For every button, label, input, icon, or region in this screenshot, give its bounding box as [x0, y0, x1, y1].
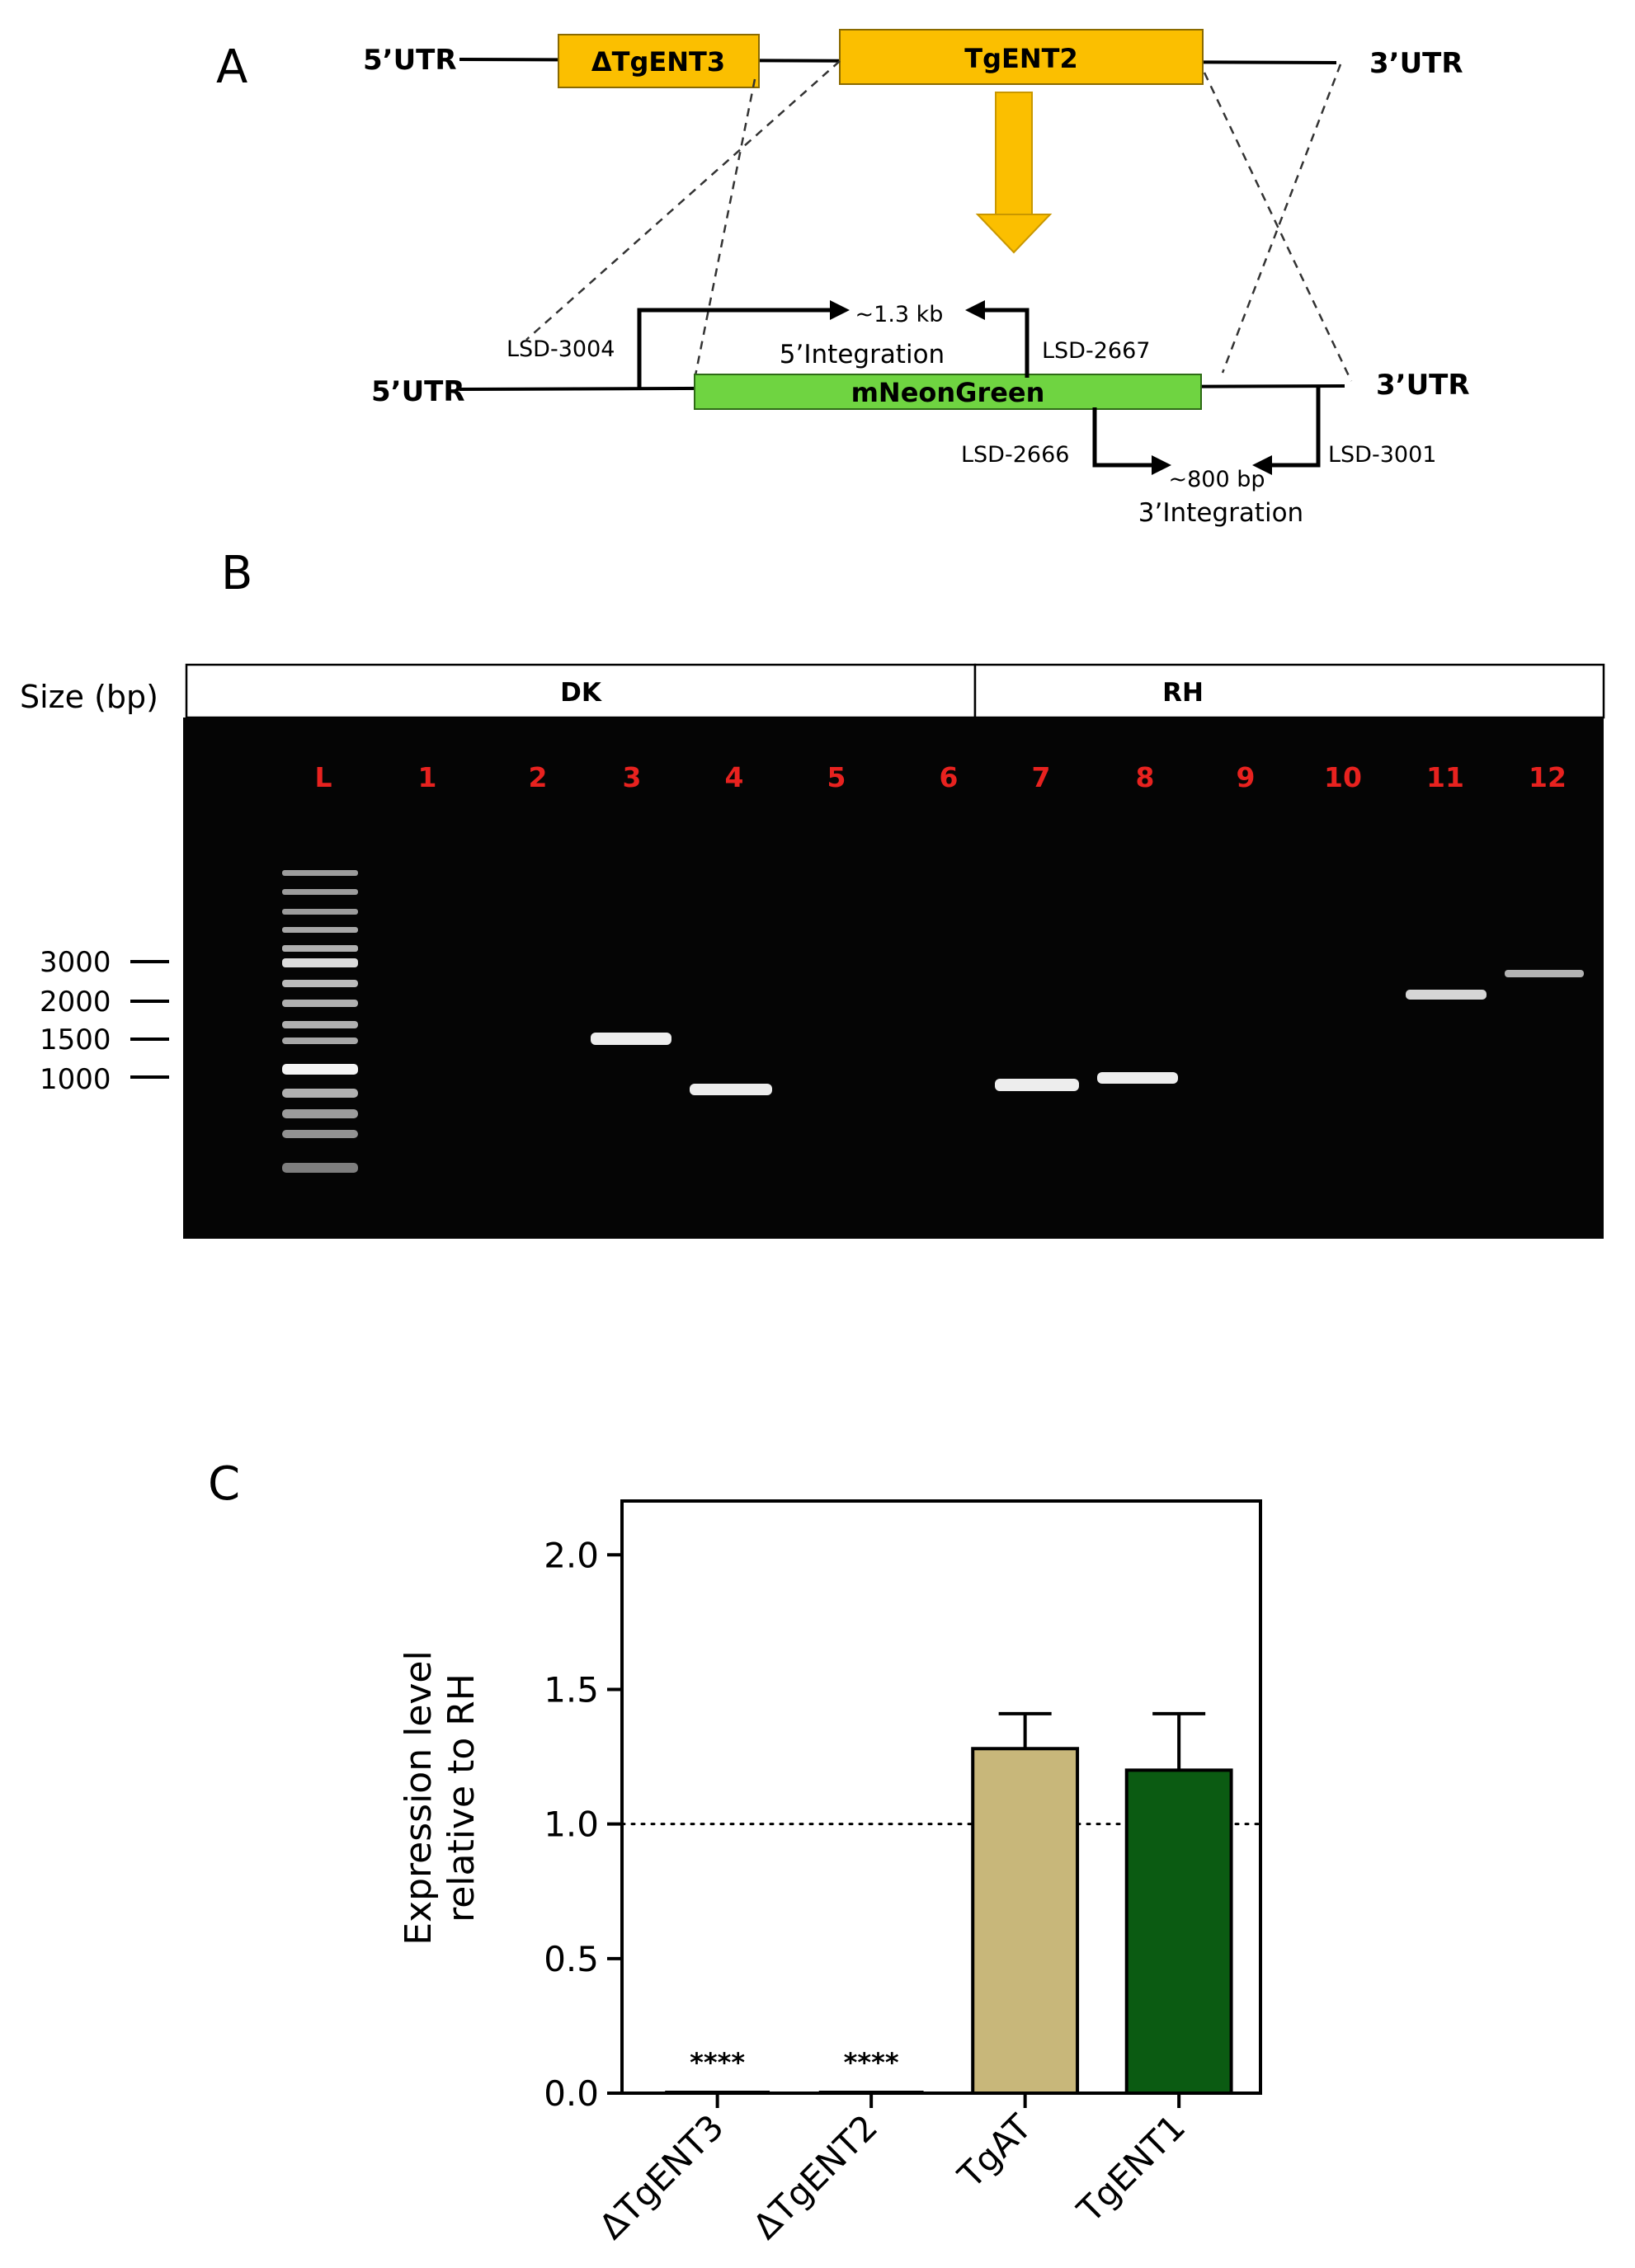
lane-label-2: 2	[529, 761, 548, 793]
x-tick-label-3: TgENT1	[1069, 2106, 1193, 2230]
replacement-arrow	[975, 92, 1053, 254]
dk-header-label: DK	[560, 678, 602, 708]
panel-c-label: C	[208, 1457, 240, 1511]
ladder-lane	[282, 870, 358, 1173]
bottom-5utr-label: 5’UTR	[371, 375, 465, 408]
lane-label-3: 3	[623, 761, 642, 793]
deleted-gene-box	[558, 34, 760, 88]
primer-3-arrows	[1092, 388, 1321, 468]
y-axis-label-line1: Expression level	[398, 1650, 440, 1945]
y-tick-label: 0.5	[544, 1939, 599, 1979]
target-gene-label: TgENT2	[964, 43, 1077, 74]
x-tick-label-0: ΔTgENT3	[591, 2106, 732, 2247]
lane-label-5: 5	[827, 761, 846, 793]
significance-label-0: ****	[690, 2047, 745, 2078]
band-lane-7	[995, 1079, 1079, 1091]
y-tick-label: 1.5	[544, 1669, 599, 1710]
primer-5-fwd-arrowhead	[830, 300, 850, 320]
bar-2	[971, 1747, 1080, 2096]
lane-label-11: 11	[1426, 761, 1464, 793]
primer-5-rev-arrowhead	[965, 300, 985, 320]
sample-bands	[591, 970, 1584, 1095]
size-markers: 3000 2000 1500 1000	[40, 946, 169, 1096]
panel-b-gel: B Size (bp) DK RH L 1 2 3 4 5 6 7 8 9 10…	[20, 547, 1605, 1239]
primer-5-arrows	[637, 308, 1030, 388]
size-2000: 2000	[40, 986, 111, 1019]
size-1500: 1500	[40, 1023, 111, 1056]
bottom-3utr-label: 3’UTR	[1376, 369, 1470, 402]
lane-label-4: 4	[725, 761, 744, 793]
primer-5-fwd-label: LSD-3004	[507, 336, 615, 362]
lane-label-1: 1	[418, 761, 437, 793]
lane-label-10: 10	[1324, 761, 1362, 793]
y-tick-label: 2.0	[544, 1535, 599, 1575]
panel-b-label: B	[221, 547, 252, 600]
dk-header-box	[185, 663, 977, 719]
band-lane-12	[1505, 970, 1584, 977]
band-lane-11	[1406, 990, 1487, 1000]
primer-5-rev-label: LSD-2667	[1042, 338, 1150, 364]
target-gene-box	[839, 29, 1204, 85]
y-tick-label: 1.0	[544, 1805, 599, 1845]
lane-label-8: 8	[1136, 761, 1155, 793]
x-tick-label-2: TgAT	[949, 2106, 1039, 2196]
deleted-gene-label: ΔTgENT3	[591, 46, 725, 78]
lane-label-6: 6	[940, 761, 959, 793]
size-1000: 1000	[40, 1063, 111, 1096]
gel-image	[183, 718, 1604, 1239]
primer-3-rev-arrowhead	[1252, 455, 1272, 475]
rh-header-label: RH	[1162, 678, 1204, 708]
lane-label-9: 9	[1237, 761, 1256, 793]
product-3-name: 3’Integration	[1138, 498, 1303, 528]
lane-labels: L 1 2 3 4 5 6 7 8 9 10 11 12	[314, 761, 1566, 793]
size-header: Size (bp)	[20, 679, 158, 715]
primer-3-fwd-arrowhead	[1152, 455, 1171, 475]
band-lane-3	[591, 1033, 671, 1045]
x-tick-label-1: ΔTgENT2	[745, 2106, 885, 2247]
lane-label-l: L	[314, 761, 332, 793]
y-tick-label: 0.0	[544, 2073, 599, 2114]
lane-label-12: 12	[1529, 761, 1567, 793]
y-axis-label-line2: relative to RH	[441, 1673, 483, 1922]
product-5-name: 5’Integration	[780, 340, 945, 369]
panel-a-diagram: A 5’UTR 3’UTR ΔTgENT3 TgENT2 5’UTR 3’UTR…	[216, 29, 1470, 528]
product-5-size: ~1.3 kb	[855, 302, 944, 327]
primer-3-rev-label: LSD-3001	[1328, 442, 1436, 468]
product-3-size: ~800 bp	[1168, 467, 1265, 492]
top-3utr-label: 3’UTR	[1369, 47, 1463, 80]
bar-3	[1124, 1768, 1233, 2095]
plot-frame	[620, 1499, 1262, 2095]
significance-label-1: ****	[844, 2047, 899, 2078]
mneongreen-label: mNeonGreen	[851, 377, 1045, 408]
top-5utr-label: 5’UTR	[363, 44, 457, 77]
mneongreen-insert-box	[694, 374, 1202, 410]
primer-3-fwd-label: LSD-2666	[961, 442, 1069, 468]
recombination-lines	[525, 60, 1353, 382]
lane-label-7: 7	[1032, 761, 1051, 793]
band-lane-4	[690, 1084, 772, 1095]
size-3000: 3000	[40, 946, 111, 979]
panel-a-label: A	[216, 40, 247, 94]
band-lane-8	[1097, 1072, 1178, 1084]
